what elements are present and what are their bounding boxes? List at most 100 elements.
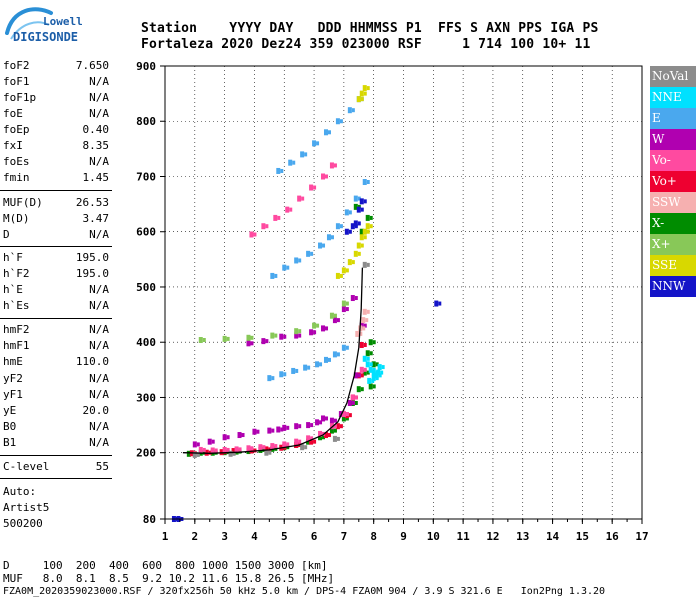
point-ssw-echo	[359, 331, 363, 336]
point-e	[267, 375, 272, 382]
point-vo-echo	[253, 232, 257, 237]
point-e-echo	[339, 119, 343, 124]
param-value: N/A	[89, 283, 109, 296]
point-x-echo	[345, 301, 349, 306]
point-e-echo	[295, 368, 299, 373]
point-e	[353, 195, 358, 202]
point-nnw	[356, 206, 361, 213]
param-divider	[0, 478, 112, 479]
point-vo	[309, 184, 314, 191]
point-e-echo	[304, 152, 308, 157]
point-w	[315, 419, 320, 426]
point-w-echo	[363, 323, 367, 328]
point-e	[347, 107, 352, 114]
point-vo	[231, 448, 236, 455]
param-row: yF2 N/A	[3, 371, 109, 386]
point-w	[329, 417, 334, 424]
point-e	[335, 118, 340, 125]
param-value: N/A	[89, 75, 109, 88]
point-vo-echo	[238, 447, 242, 452]
param-value: 8.35	[82, 139, 110, 152]
point-e-echo	[357, 196, 361, 201]
point-x	[359, 228, 364, 235]
fof2-trace-line	[182, 267, 364, 454]
point-x-echo	[202, 338, 206, 343]
logo-bottom-text: DIGISONDE	[13, 30, 78, 44]
param-row: foEs N/A	[3, 154, 109, 169]
legend-item-nne: NNE	[650, 87, 696, 108]
point-w-echo	[226, 435, 230, 440]
point-e-echo	[307, 365, 311, 370]
y-tick-label: 300	[136, 391, 156, 404]
point-e-echo	[310, 251, 314, 256]
point-nne	[371, 369, 376, 376]
param-row: foF1 N/A	[3, 74, 109, 89]
param-row: foE N/A	[3, 106, 109, 121]
point-w	[353, 372, 358, 379]
point-w-echo	[271, 428, 275, 433]
point-e	[303, 364, 308, 371]
point-vo	[264, 446, 269, 453]
point-e-echo	[348, 210, 352, 215]
param-row: h`F 195.0	[3, 250, 109, 265]
point-vo	[270, 443, 275, 450]
point-ssw	[361, 317, 366, 324]
legend-item-w: W	[650, 129, 696, 150]
footer-file-line: FZA0M_2020359023000.RSF / 320fx256h 50 k…	[3, 586, 606, 597]
point-x-echo	[372, 384, 376, 389]
point-nnw-echo	[357, 221, 361, 226]
point-w-echo	[256, 429, 260, 434]
point-e	[270, 272, 275, 279]
point-sse	[362, 228, 367, 235]
point-noval	[362, 261, 367, 268]
point-sse-echo	[339, 273, 343, 278]
param-value: 0.40	[82, 123, 110, 136]
param-label: hmF1	[3, 339, 30, 352]
point-vo	[210, 447, 215, 454]
autoscale-line-2: Artist5	[3, 501, 50, 514]
x-tick-label: 11	[457, 530, 471, 543]
point-e	[291, 367, 296, 374]
point-w	[222, 434, 227, 441]
legend-item-x: X-	[650, 213, 696, 234]
point-w-echo	[196, 442, 200, 447]
point-vo	[309, 438, 314, 445]
param-label: h`F	[3, 251, 23, 264]
point-sse	[359, 90, 364, 97]
point-x-echo	[316, 323, 320, 328]
param-label: yF2	[3, 372, 23, 385]
x-tick-label: 6	[311, 530, 318, 543]
point-w-echo	[298, 424, 302, 429]
point-vo	[306, 435, 311, 442]
param-divider	[0, 246, 112, 247]
point-w	[279, 333, 284, 340]
point-vo	[273, 214, 278, 221]
point-sse-echo	[363, 235, 367, 240]
point-x-echo	[372, 340, 376, 345]
param-row: M(D) 3.47	[3, 211, 109, 226]
x-tick-label: 2	[192, 530, 199, 543]
point-x	[329, 427, 334, 434]
point-e	[344, 209, 349, 216]
point-vo	[285, 206, 290, 213]
legend-item-vo: Vo-	[650, 150, 696, 171]
point-vo	[318, 430, 323, 437]
point-x-echo	[369, 351, 373, 356]
point-e	[341, 344, 346, 351]
y-tick-label: 80	[143, 513, 156, 526]
point-vo-echo	[265, 224, 269, 229]
point-w	[207, 438, 212, 445]
clevel-row: C-level 55	[3, 459, 109, 474]
param-label: hmE	[3, 355, 23, 368]
point-x-echo	[369, 215, 373, 220]
x-tick-label: 12	[486, 530, 499, 543]
point-w-echo	[351, 400, 355, 405]
point-x	[368, 383, 373, 390]
point-noval	[332, 435, 337, 442]
point-nne-echo	[381, 365, 385, 370]
param-label: foF1	[3, 75, 30, 88]
param-value: 1.45	[82, 171, 110, 184]
point-vo-echo	[277, 215, 281, 220]
point-w-echo	[310, 423, 314, 428]
